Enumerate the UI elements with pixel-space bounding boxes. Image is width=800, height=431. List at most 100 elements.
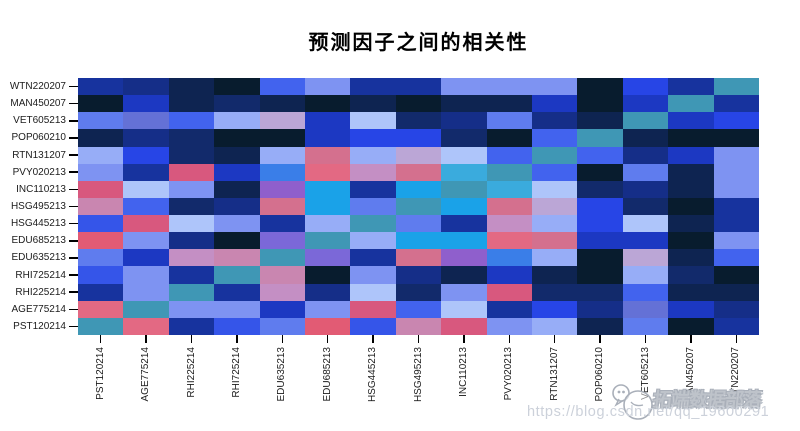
heatmap-cell: [486, 232, 532, 250]
heatmap-cell: [668, 197, 714, 216]
x-axis-tick: [190, 335, 193, 343]
heatmap-cell: [577, 300, 623, 318]
heatmap-cell: [123, 180, 169, 198]
x-axis-tick: [145, 335, 147, 343]
heatmap-cell: [577, 197, 623, 216]
heatmap-cell: [713, 95, 759, 113]
y-axis-tick: [69, 188, 78, 191]
heatmap-cell: [78, 95, 124, 113]
heatmap-cell: [577, 146, 623, 164]
x-axis-label: EDU685213: [321, 347, 333, 402]
heatmap-cell: [350, 266, 396, 284]
heatmap-cell: [395, 232, 442, 250]
heatmap-cell: [395, 249, 442, 267]
heatmap-cell: [713, 300, 759, 318]
heatmap-cell: [214, 112, 260, 130]
heatmap-cell: [395, 163, 442, 181]
y-axis-tick: [69, 154, 78, 156]
heatmap-cell: [259, 78, 305, 96]
heatmap-cell: [713, 249, 759, 267]
heatmap-cell: [668, 146, 714, 164]
heatmap-cell: [713, 112, 759, 130]
heatmap-cell: [441, 215, 487, 233]
heatmap-cell: [168, 95, 215, 113]
y-axis-tick: [69, 120, 78, 122]
heatmap-cell: [123, 129, 169, 147]
heatmap-cell: [350, 197, 396, 216]
x-axis-tick: [99, 335, 102, 343]
heatmap-cell: [214, 129, 260, 147]
heatmap-cell: [486, 215, 532, 233]
x-axis-label: PVY020213: [503, 347, 515, 401]
heatmap-cell: [668, 232, 714, 250]
heatmap-cell: [622, 266, 669, 284]
heatmap-cell: [259, 249, 305, 267]
heatmap-cell: [123, 112, 169, 130]
heatmap-cell: [259, 180, 305, 198]
heatmap-cell: [350, 232, 396, 250]
heatmap-cell: [78, 112, 124, 130]
heatmap-cell: [532, 78, 578, 96]
heatmap-cell: [350, 146, 396, 164]
heatmap-cell: [123, 197, 169, 216]
heatmap-cell: [350, 112, 396, 130]
heatmap-cell: [441, 146, 487, 164]
heatmap-cell: [78, 146, 124, 164]
heatmap-cell: [713, 146, 759, 164]
heatmap-cell: [78, 78, 124, 96]
heatmap-cell: [622, 232, 669, 250]
heatmap-cell: [532, 95, 578, 113]
heatmap-cell: [486, 146, 532, 164]
heatmap-cell: [577, 163, 623, 181]
heatmap-cell: [214, 283, 260, 301]
x-axis-label: PST120214: [94, 347, 106, 400]
x-axis-tick: [372, 335, 374, 343]
y-axis-tick: [69, 257, 78, 259]
y-axis-tick: [69, 274, 78, 276]
watermark-logo-icon: [612, 384, 653, 420]
heatmap-cell: [577, 180, 623, 198]
heatmap-cell: [486, 300, 532, 318]
heatmap-cell: [668, 78, 714, 96]
x-axis-tick: [508, 335, 511, 343]
y-axis-tick: [69, 291, 78, 293]
heatmap-cell: [622, 215, 669, 233]
heatmap-cell: [123, 146, 169, 164]
heatmap-cell: [713, 129, 759, 147]
heatmap-cell: [486, 249, 532, 267]
heatmap-cell: [395, 317, 442, 335]
heatmap-cell: [486, 266, 532, 284]
heatmap-cell: [441, 232, 487, 250]
heatmap-cell: [441, 300, 487, 318]
heatmap-cell: [532, 300, 578, 318]
heatmap-cell: [395, 300, 442, 318]
heatmap-cell: [668, 129, 714, 147]
heatmap-cell: [259, 129, 305, 147]
heatmap-cell: [622, 283, 669, 301]
heatmap-cell: [168, 317, 215, 335]
x-axis-tick: [281, 335, 284, 343]
heatmap-cell: [668, 95, 714, 113]
heatmap-cell: [78, 249, 124, 267]
heatmap-cell: [259, 146, 305, 164]
heatmap-cell: [486, 95, 532, 113]
heatmap-cell: [668, 317, 714, 335]
heatmap-cell: [486, 112, 532, 130]
y-axis-label: RHI225214: [15, 286, 66, 298]
heatmap-cell: [78, 232, 124, 250]
y-axis-label: HSG495213: [10, 201, 66, 212]
heatmap-cell: [123, 95, 169, 113]
y-axis-label: PVY020213: [12, 166, 66, 178]
heatmap-cell: [350, 317, 396, 335]
heatmap-cell: [622, 249, 669, 267]
heatmap-cell: [78, 197, 124, 216]
heatmap-cell: [305, 163, 351, 181]
heatmap-cell: [668, 180, 714, 198]
heatmap-cell: [123, 283, 169, 301]
heatmap-cell: [486, 317, 532, 335]
heatmap-cell: [713, 197, 759, 216]
heatmap-cell: [532, 215, 578, 233]
y-axis-tick: [69, 222, 78, 225]
heatmap-cell: [305, 180, 351, 198]
